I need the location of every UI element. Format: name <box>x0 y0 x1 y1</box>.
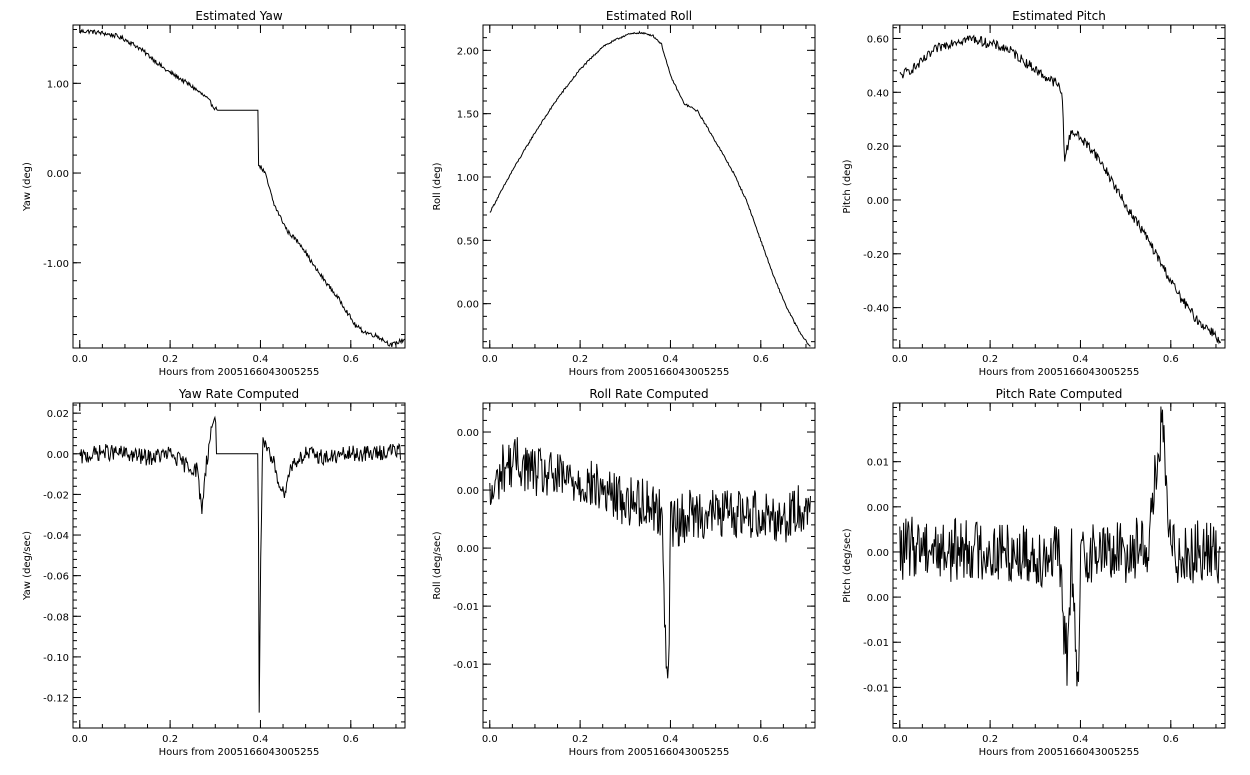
chart-2-ytick-label: -0.40 <box>863 304 889 315</box>
chart-4-ytick-label: 0.00 <box>457 486 479 497</box>
chart-5: Pitch Rate Computed 0.0 0.2 0.4 0.6 0.01 0.00 0… <box>842 387 1226 758</box>
chart-2-ylabel: Pitch (deg) <box>842 159 853 213</box>
chart-1-ytick-label: 1.00 <box>457 173 479 184</box>
chart-3-ytick-label: -0.12 <box>43 694 69 705</box>
chart-1-xtick-label: 0.0 <box>482 354 498 365</box>
chart-5-xtick-label: 0.2 <box>982 734 998 745</box>
chart-0: Estimated Yaw 0.0 0.2 0.4 0.6 1.00 0.00 -1.00 Ho… <box>22 9 406 378</box>
chart-0-ytick-label: 0.00 <box>47 169 69 180</box>
chart-1: Estimated Roll 0.0 0.2 0.4 0.6 2.00 1.50 1.00 0.… <box>432 9 816 378</box>
chart-3-ylabel: Yaw (deg/sec) <box>22 531 33 601</box>
chart-0-series-line <box>79 28 406 347</box>
chart-5-ytick-label: 0.00 <box>867 503 889 514</box>
chart-0-xtick-label: 0.6 <box>343 354 359 365</box>
chart-4-series-line <box>489 437 811 679</box>
chart-3-ytick-label: -0.10 <box>43 653 69 664</box>
chart-1-ytick-label: 0.50 <box>457 236 479 247</box>
chart-3-frame <box>72 402 406 729</box>
chart-2-frame <box>892 24 1226 349</box>
chart-4-ylabel: Roll (deg/sec) <box>432 531 443 599</box>
chart-0-ytick-label: -1.00 <box>43 259 69 270</box>
chart-1-ylabel: Roll (deg) <box>432 162 443 210</box>
chart-2-ytick-label: -0.20 <box>863 250 889 261</box>
chart-4-ytick-label: -0.01 <box>453 660 479 671</box>
chart-3-ytick-label: 0.02 <box>47 409 69 420</box>
chart-4-title: Roll Rate Computed <box>589 387 708 401</box>
chart-4-ytick-label: -0.01 <box>453 602 479 613</box>
chart-0-title: Estimated Yaw <box>195 9 282 23</box>
chart-1-series-line <box>489 30 811 347</box>
chart-5-xtick-label: 0.6 <box>1163 734 1179 745</box>
chart-5-ytick-label: 0.01 <box>867 458 889 469</box>
chart-5-xlabel: Hours from 2005166043005255 <box>979 747 1140 758</box>
chart-3-xlabel: Hours from 2005166043005255 <box>159 747 320 758</box>
chart-3-series-line <box>79 415 401 713</box>
chart-2-ytick-label: 0.20 <box>867 142 889 153</box>
chart-1-xlabel: Hours from 2005166043005255 <box>569 367 730 378</box>
chart-3-xtick-label: 0.4 <box>253 734 269 745</box>
chart-2-ytick-label: 0.60 <box>867 34 889 45</box>
chart-4-frame <box>482 402 816 729</box>
chart-2-series-line <box>899 34 1221 345</box>
chart-3-ytick-label: 0.00 <box>47 450 69 461</box>
chart-4-xtick-label: 0.2 <box>572 734 588 745</box>
chart-3-ytick-label: -0.08 <box>43 612 69 623</box>
chart-1-ytick-label: 0.00 <box>457 300 479 311</box>
chart-4-xtick-label: 0.0 <box>482 734 498 745</box>
chart-3-xtick-label: 0.6 <box>343 734 359 745</box>
chart-1-xtick-label: 0.6 <box>753 354 769 365</box>
chart-0-ytick-label: 1.00 <box>47 79 69 90</box>
chart-3: Yaw Rate Computed 0.0 0.2 0.4 0.6 0.02 0.00 -0.… <box>22 387 406 758</box>
chart-4-xtick-label: 0.6 <box>753 734 769 745</box>
chart-0-xtick-label: 0.4 <box>253 354 269 365</box>
chart-2-xtick-label: 0.6 <box>1163 354 1179 365</box>
chart-2-title: Estimated Pitch <box>1012 9 1106 23</box>
chart-3-ytick-label: -0.02 <box>43 490 69 501</box>
chart-4: Roll Rate Computed 0.0 0.2 0.4 0.6 0.00 0.00 0.… <box>432 387 816 758</box>
chart-2-xtick-label: 0.2 <box>982 354 998 365</box>
chart-1-ytick-label: 2.00 <box>457 46 479 57</box>
chart-0-xtick-label: 0.0 <box>72 354 88 365</box>
chart-3-xtick-label: 0.2 <box>162 734 178 745</box>
chart-0-frame <box>72 24 406 349</box>
chart-1-title: Estimated Roll <box>606 9 692 23</box>
chart-4-ytick-label: 0.00 <box>457 544 479 555</box>
chart-1-ytick-label: 1.50 <box>457 110 479 121</box>
chart-3-xtick-label: 0.0 <box>72 734 88 745</box>
chart-2-xlabel: Hours from 2005166043005255 <box>979 367 1140 378</box>
chart-5-xtick-label: 0.0 <box>892 734 908 745</box>
chart-3-ytick-label: -0.06 <box>43 572 69 583</box>
chart-0-xlabel: Hours from 2005166043005255 <box>159 367 320 378</box>
chart-4-xlabel: Hours from 2005166043005255 <box>569 747 730 758</box>
chart-5-title: Pitch Rate Computed <box>996 387 1123 401</box>
chart-1-xtick-label: 0.4 <box>663 354 679 365</box>
chart-5-series-line <box>899 406 1221 687</box>
chart-5-ytick-label: -0.01 <box>863 638 889 649</box>
chart-5-ytick-label: 0.00 <box>867 593 889 604</box>
chart-4-xtick-label: 0.4 <box>663 734 679 745</box>
chart-2-xtick-label: 0.0 <box>892 354 908 365</box>
chart-1-xtick-label: 0.2 <box>572 354 588 365</box>
chart-3-ytick-label: -0.04 <box>43 531 69 542</box>
chart-5-ytick-label: 0.00 <box>867 548 889 559</box>
chart-0-ylabel: Yaw (deg) <box>22 162 33 212</box>
chart-1-frame <box>482 24 816 349</box>
chart-2: Estimated Pitch 0.0 0.2 0.4 0.6 0.60 0.40 0.20 0… <box>842 9 1226 378</box>
chart-0-xtick-label: 0.2 <box>162 354 178 365</box>
chart-5-ylabel: Pitch (deg/sec) <box>842 528 853 603</box>
chart-2-xtick-label: 0.4 <box>1073 354 1089 365</box>
chart-5-frame <box>892 402 1226 729</box>
chart-5-ytick-label: -0.01 <box>863 683 889 694</box>
chart-3-title: Yaw Rate Computed <box>178 387 299 401</box>
chart-2-ytick-label: 0.40 <box>867 88 889 99</box>
chart-5-xtick-label: 0.4 <box>1073 734 1089 745</box>
chart-4-ytick-label: 0.00 <box>457 428 479 439</box>
chart-2-ytick-label: 0.00 <box>867 196 889 207</box>
